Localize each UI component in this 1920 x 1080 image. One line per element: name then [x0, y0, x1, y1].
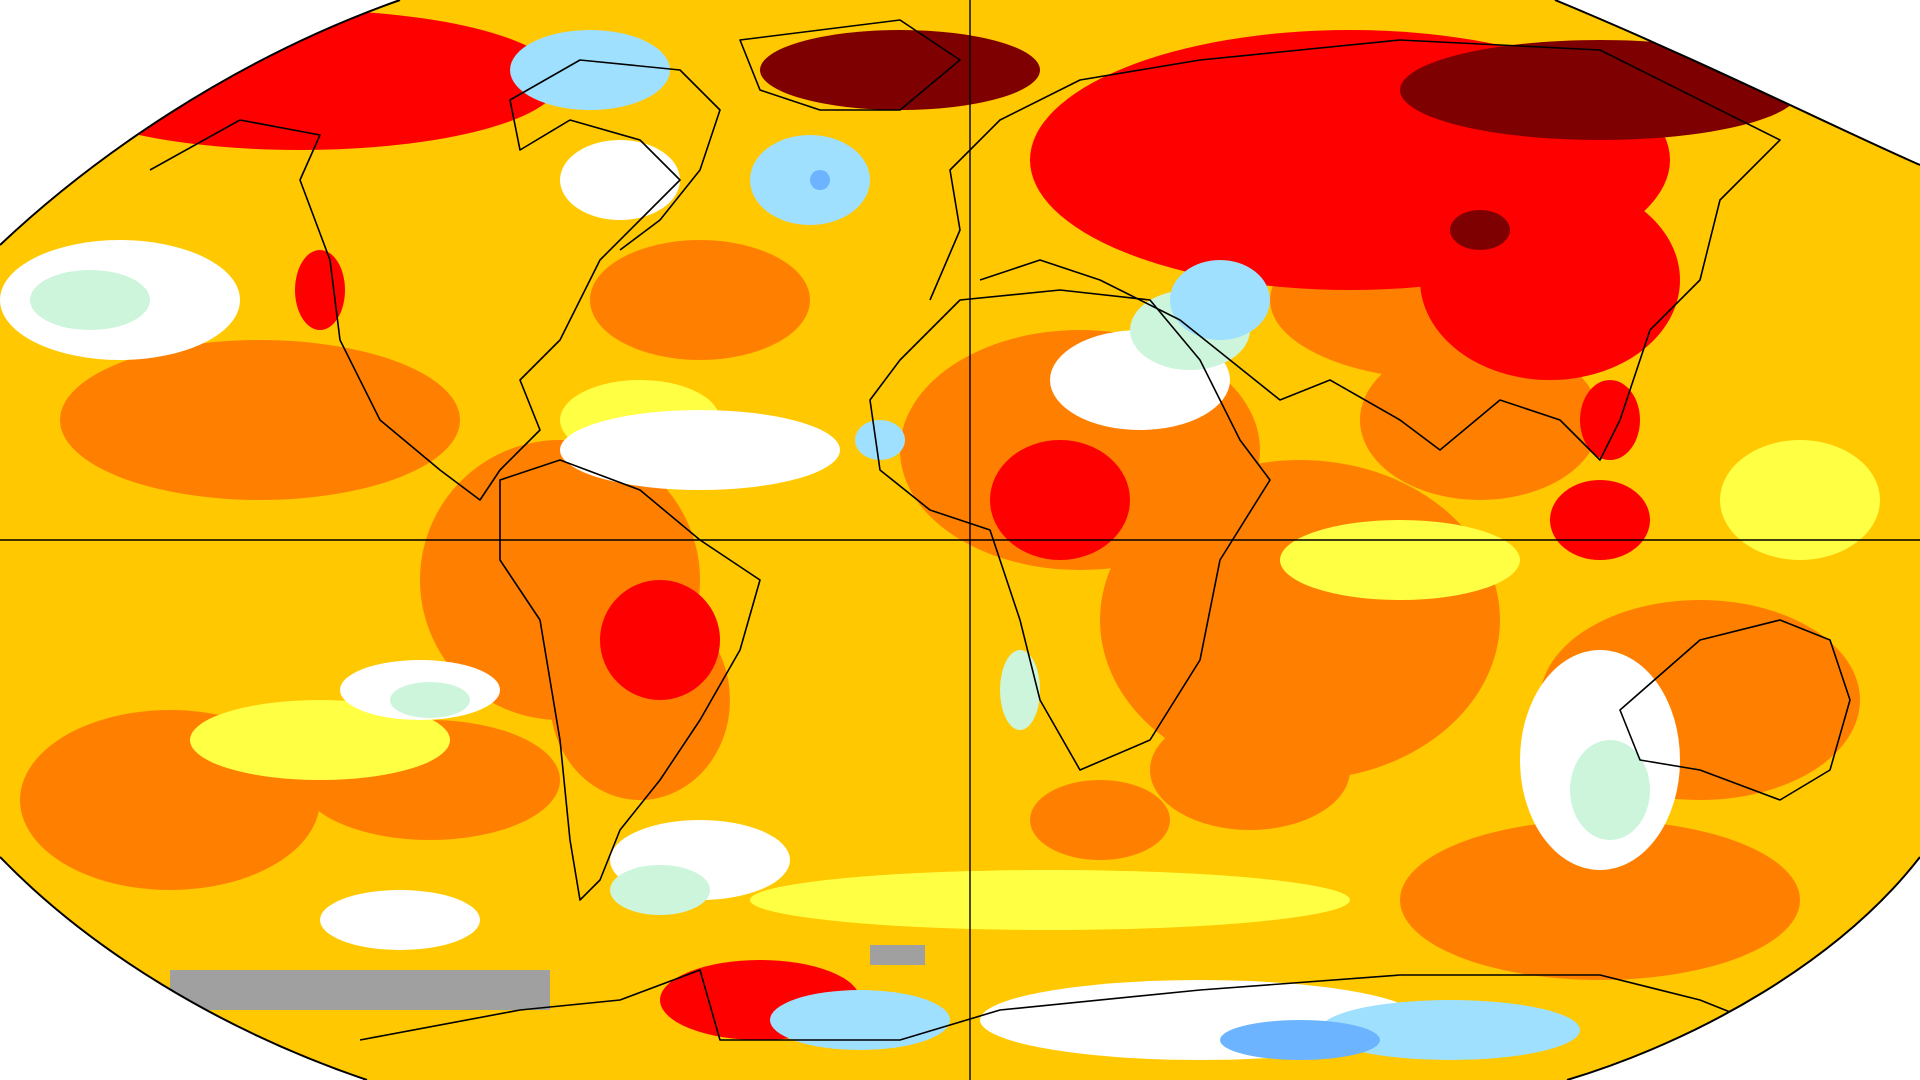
orange-region-12	[1150, 710, 1350, 830]
south-america-coast	[499, 459, 761, 901]
yellow-region-6	[190, 700, 450, 780]
australia-coast	[1619, 619, 1851, 801]
red-region-1	[40, 10, 560, 150]
europe-asia-coast	[929, 39, 1781, 461]
red-region-7	[295, 250, 345, 330]
light-blue-region-5	[1320, 1000, 1580, 1060]
dark-red-region-2	[1400, 40, 1800, 140]
north-america-coast	[149, 59, 721, 501]
light-green-region-6	[1000, 650, 1040, 730]
light-green-region-5	[1570, 740, 1650, 840]
light-green-region-1	[30, 270, 150, 330]
light-green-region-3	[390, 682, 470, 718]
orange-region-2	[590, 240, 810, 360]
light-blue-region-6	[855, 420, 905, 460]
white-region-9	[320, 890, 480, 950]
white-region-4	[560, 140, 680, 220]
light-blue-region-1	[510, 30, 670, 110]
red-region-8	[1550, 480, 1650, 560]
no-data-region-2	[870, 945, 925, 965]
orange-region-13	[1400, 820, 1800, 980]
africa-coast	[869, 289, 1271, 771]
greenland-coast	[739, 19, 961, 111]
blue-region-1	[810, 170, 830, 190]
yellow-region-4	[750, 870, 1350, 930]
white-region-2	[560, 410, 840, 490]
red-region-9	[1580, 380, 1640, 460]
dark-red-region-3	[1450, 210, 1510, 250]
red-region-5	[600, 580, 720, 700]
yellow-region-3	[1280, 520, 1520, 600]
orange-region-7	[1360, 340, 1600, 500]
blue-region-2	[1220, 1020, 1380, 1060]
light-blue-region-3	[1170, 260, 1270, 340]
light-blue-region-4	[770, 990, 950, 1050]
yellow-region-5	[1720, 440, 1880, 560]
dark-red-region-1	[760, 30, 1040, 110]
red-region-4	[990, 440, 1130, 560]
orange-region-11	[1030, 780, 1170, 860]
antarctica-coast	[359, 969, 1801, 1041]
red-region-3	[1420, 180, 1680, 380]
light-green-region-4	[610, 865, 710, 915]
orange-region-1	[60, 340, 460, 500]
no-data-region-1	[170, 970, 550, 1010]
